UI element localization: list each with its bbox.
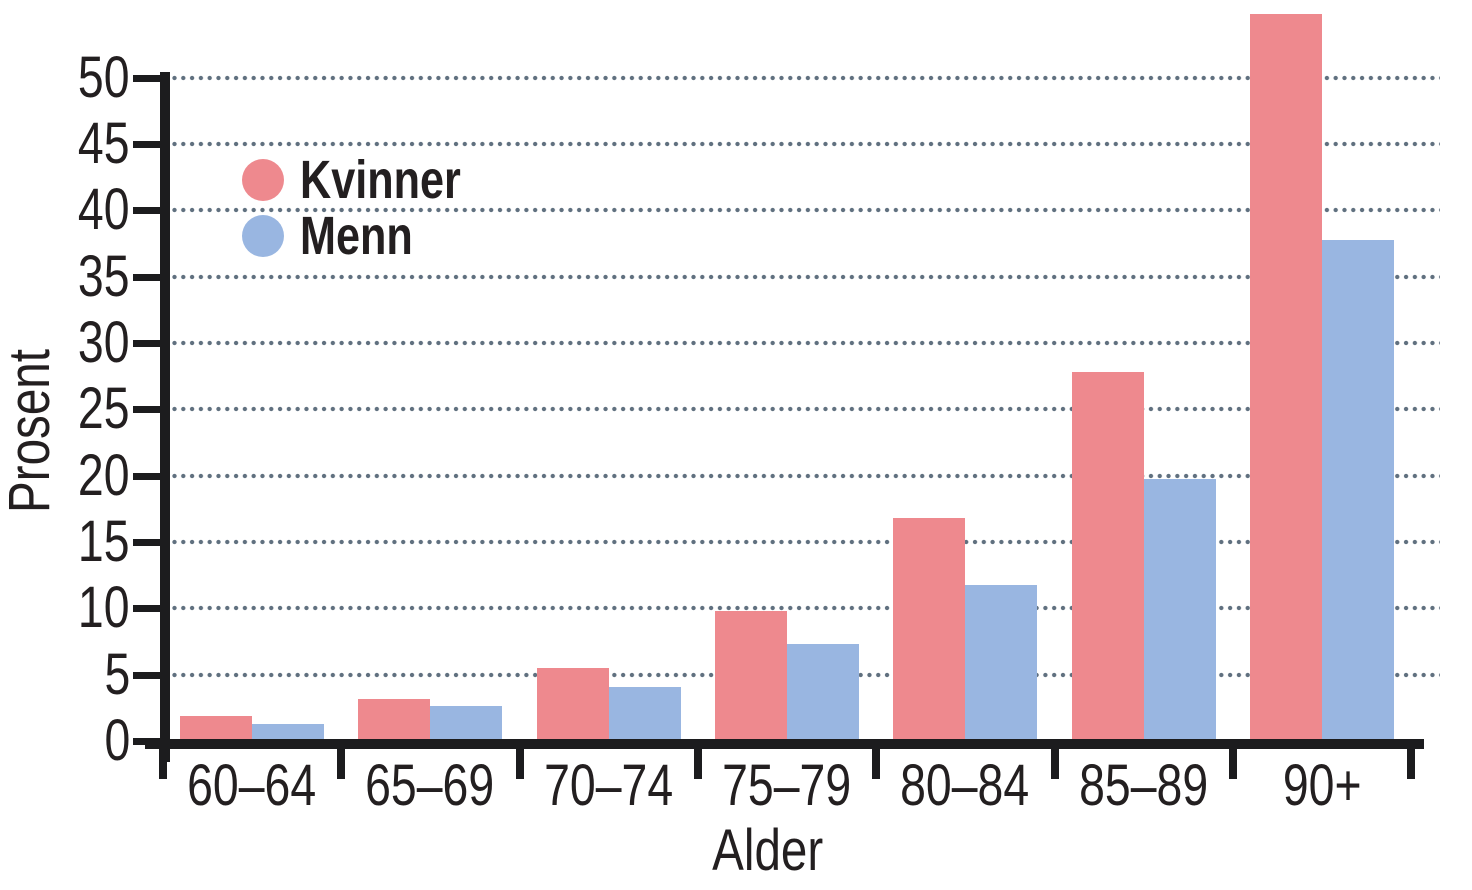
- legend-item-kvinner: Kvinner: [242, 152, 501, 208]
- legend-label-kvinner: Kvinner: [300, 150, 461, 210]
- bar-menn-70–74: [609, 687, 681, 744]
- gridline-40: [172, 207, 1440, 214]
- x-tick-label-80–84: 80–84: [835, 757, 1095, 815]
- y-tick-label-0: 0: [18, 712, 130, 770]
- y-tick-label-30: 30: [18, 309, 130, 375]
- y-tick-label-5: 5: [18, 641, 130, 707]
- x-axis-title: Alder: [618, 822, 918, 880]
- y-tick-label-20: 20: [18, 442, 130, 508]
- x-tick-label-65–69: 65–69: [300, 757, 560, 815]
- x-tick-1: [337, 749, 345, 779]
- x-tick-label-text: 65–69: [365, 753, 495, 818]
- x-axis-title-text: Alder: [712, 818, 824, 883]
- gridline-45: [172, 140, 1440, 147]
- legend-item-menn: Menn: [242, 208, 501, 264]
- bar-kvinner-75–79: [715, 611, 787, 744]
- y-tick-45: [133, 140, 163, 148]
- y-tick-label-25: 25: [18, 380, 130, 438]
- y-tick-40: [133, 207, 163, 215]
- y-tick-20: [133, 472, 163, 480]
- y-tick-label-text: 20: [78, 442, 130, 508]
- x-tick-3: [694, 749, 702, 779]
- y-tick-5: [133, 671, 163, 679]
- y-tick-label-35: 35: [18, 243, 130, 309]
- y-tick-15: [133, 538, 163, 546]
- x-tick-label-60–64: 60–64: [122, 757, 382, 815]
- x-tick-6: [1229, 749, 1237, 779]
- bar-kvinner-65–69: [358, 699, 430, 744]
- x-tick-5: [1051, 749, 1059, 779]
- x-tick-label-75–79: 75–79: [657, 757, 917, 815]
- gridline-10: [172, 605, 1440, 612]
- y-tick-label-40: 40: [18, 181, 130, 239]
- x-tick-label-text: 90+: [1282, 753, 1362, 818]
- y-tick-0: [133, 738, 163, 745]
- y-tick-label-text: 5: [104, 641, 130, 707]
- y-tick-label-15: 15: [18, 508, 130, 574]
- y-tick-label-text: 40: [78, 177, 130, 243]
- gridline-15: [172, 538, 1440, 545]
- y-tick-label-text: 10: [78, 575, 130, 641]
- bar-kvinner-80–84: [893, 518, 965, 744]
- bar-kvinner-70–74: [537, 668, 609, 744]
- gridline-30: [172, 339, 1440, 346]
- gridline-25: [172, 406, 1440, 413]
- bar-kvinner-85–89: [1072, 372, 1144, 744]
- y-tick-label-text: 15: [78, 508, 130, 574]
- y-tick-label-50: 50: [18, 44, 130, 110]
- x-tick-label-text: 60–64: [187, 753, 317, 818]
- y-axis-title: Prosent: [0, 349, 62, 513]
- bar-menn-80–84: [965, 585, 1037, 744]
- legend-label-menn: Menn: [300, 206, 413, 266]
- x-tick-7: [1407, 749, 1415, 779]
- y-tick-10: [133, 605, 163, 613]
- x-tick-label-90+: 90+: [1192, 757, 1452, 815]
- y-tick-label-45: 45: [18, 110, 130, 176]
- x-axis-line: [145, 739, 1424, 749]
- bar-menn-85–89: [1144, 479, 1216, 744]
- gridline-20: [172, 472, 1440, 479]
- legend-dot-kvinner: [242, 159, 284, 201]
- x-tick-label-text: 85–89: [1079, 753, 1209, 818]
- y-tick-label-text: 30: [78, 309, 130, 375]
- x-tick-2: [516, 749, 524, 779]
- bar-menn-65–69: [430, 706, 502, 744]
- y-tick-30: [133, 339, 163, 347]
- bar-kvinner-90+: [1250, 14, 1322, 744]
- y-tick-label-text: 25: [78, 376, 130, 442]
- x-tick-label-85–89: 85–89: [1014, 757, 1274, 815]
- x-tick-0: [159, 749, 167, 779]
- gridline-50: [172, 74, 1440, 81]
- x-tick-label-text: 80–84: [900, 753, 1030, 818]
- y-tick-label-10: 10: [18, 579, 130, 637]
- bar-menn-90+: [1322, 240, 1394, 744]
- y-tick-label-text: 35: [78, 243, 130, 309]
- y-tick-50: [133, 74, 163, 82]
- y-tick-25: [133, 406, 163, 414]
- legend: Kvinner Menn: [242, 152, 501, 264]
- gridline-35: [172, 273, 1440, 280]
- x-tick-label-text: 75–79: [722, 753, 852, 818]
- legend-dot-menn: [242, 215, 284, 257]
- x-tick-4: [872, 749, 880, 779]
- x-tick-label-text: 70–74: [544, 753, 674, 818]
- y-tick-label-text: 45: [78, 110, 130, 176]
- y-tick-label-text: 0: [104, 708, 130, 773]
- y-tick-label-text: 50: [78, 44, 130, 110]
- y-axis-line: [160, 72, 170, 762]
- y-tick-35: [133, 273, 163, 281]
- bar-menn-75–79: [787, 644, 859, 744]
- x-tick-label-70–74: 70–74: [479, 757, 739, 815]
